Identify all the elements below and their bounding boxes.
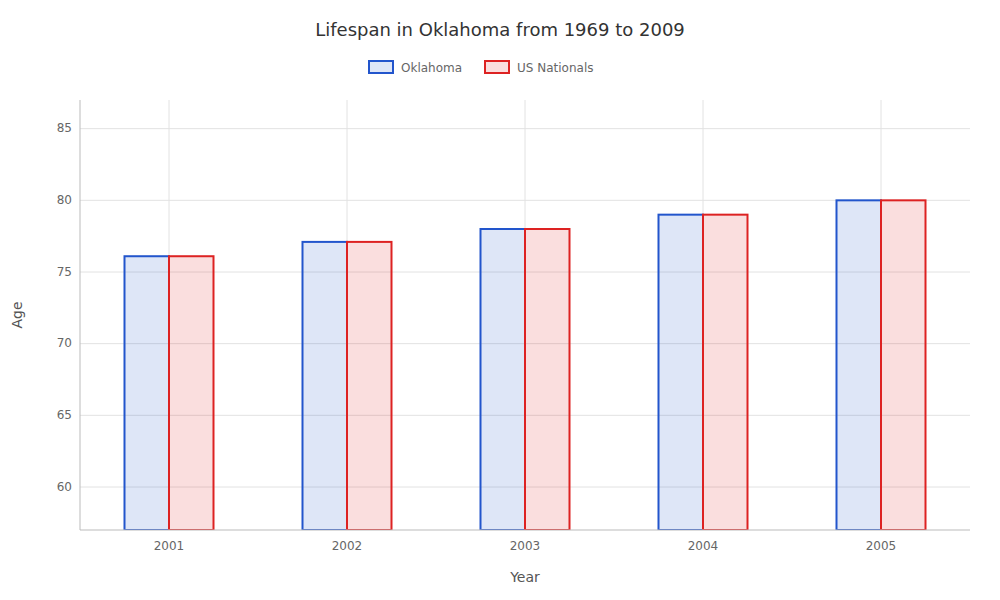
bar xyxy=(881,200,926,530)
bar xyxy=(837,200,882,530)
x-tick-label: 2001 xyxy=(154,539,185,553)
bar xyxy=(659,215,704,530)
y-tick-label: 60 xyxy=(57,480,72,494)
bar xyxy=(481,229,526,530)
bar xyxy=(703,215,748,530)
x-tick-label: 2003 xyxy=(510,539,541,553)
x-axis-label: Year xyxy=(509,569,540,585)
bar xyxy=(525,229,570,530)
x-axis-line xyxy=(80,530,970,531)
chart: 60 65 70 75 80 85 2001 2002 2003 2004 2005 Year Age L… xyxy=(0,0,1000,600)
bars xyxy=(125,200,926,530)
y-axis-line xyxy=(80,100,81,530)
bar xyxy=(303,242,348,530)
x-tick-label: 2002 xyxy=(332,539,363,553)
y-tick-label: 65 xyxy=(57,408,72,422)
legend-label: US Nationals xyxy=(517,61,593,75)
y-tick-label: 80 xyxy=(57,193,72,207)
bar xyxy=(169,256,214,530)
y-tick-label: 75 xyxy=(57,265,72,279)
legend-label: Oklahoma xyxy=(401,61,462,75)
bar xyxy=(125,256,170,530)
x-tick-label: 2004 xyxy=(688,539,719,553)
y-tick-label: 70 xyxy=(57,336,72,350)
bar xyxy=(347,242,392,530)
y-tick-label: 85 xyxy=(57,121,72,135)
x-tick-label: 2005 xyxy=(866,539,897,553)
legend: Oklahoma US Nationals xyxy=(369,61,593,75)
legend-swatch xyxy=(485,61,509,73)
title: Lifespan in Oklahoma from 1969 to 2009 xyxy=(315,19,685,40)
legend-swatch xyxy=(369,61,393,73)
y-axis-label: Age xyxy=(9,301,25,328)
